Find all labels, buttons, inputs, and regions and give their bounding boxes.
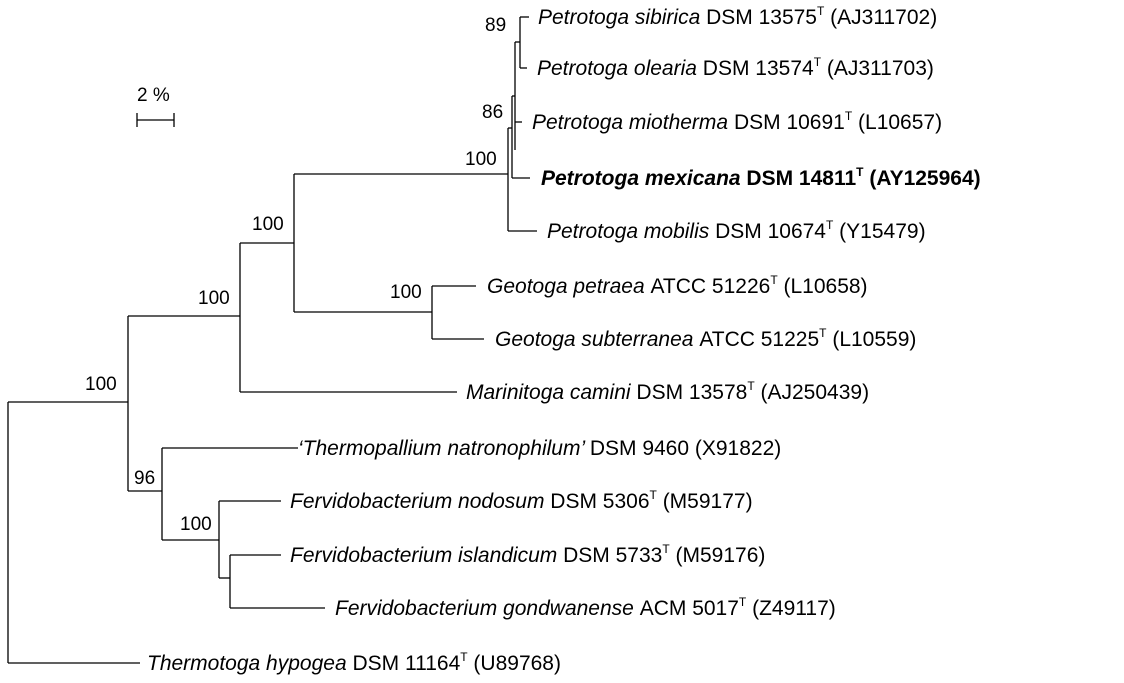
- leaf-label: Petrotoga miotherma DSM 10691T (L10657): [532, 109, 942, 134]
- bootstrap-value: 86: [482, 102, 503, 123]
- bootstrap-value: 100: [85, 374, 117, 395]
- bootstrap-values: 89 86 100 100 100 100 100 96 100: [85, 15, 506, 535]
- leaf-label: Petrotoga mobilis DSM 10674T (Y15479): [547, 218, 926, 243]
- bootstrap-value: 96: [134, 468, 155, 489]
- leaf-label: Fervidobacterium islandicum DSM 5733T (M…: [290, 542, 765, 567]
- leaf-label: Fervidobacterium gondwanense ACM 5017T (…: [335, 595, 836, 620]
- leaf-labels: Petrotoga sibirica DSM 13575T (AJ311702)…: [147, 4, 981, 675]
- leaf-label: Marinitoga camini DSM 13578T (AJ250439): [466, 379, 869, 404]
- leaf-label: Thermotoga hypogea DSM 11164T (U89768): [147, 650, 561, 675]
- bootstrap-value: 100: [465, 149, 497, 170]
- leaf-label: Petrotoga mexicana DSM 14811T (AY125964): [541, 165, 981, 190]
- scale-bar-label: 2 %: [137, 85, 170, 106]
- leaf-label: Geotoga subterranea ATCC 51225T (L10559): [495, 326, 916, 351]
- bootstrap-value: 100: [252, 214, 284, 235]
- leaf-label: Petrotoga olearia DSM 13574T (AJ311703): [537, 55, 934, 80]
- bootstrap-value: 89: [485, 15, 506, 36]
- bootstrap-value: 100: [198, 288, 230, 309]
- leaf-label: Geotoga petraea ATCC 51226T (L10658): [487, 273, 868, 298]
- bootstrap-value: 100: [180, 514, 212, 535]
- leaf-label: Fervidobacterium nodosum DSM 5306T (M591…: [290, 488, 753, 513]
- bootstrap-value: 100: [390, 282, 422, 303]
- leaf-label: ‘Thermopallium natronophilum’ DSM 9460 (…: [298, 437, 781, 460]
- tree-branches: [7, 16, 537, 664]
- leaf-label: Petrotoga sibirica DSM 13575T (AJ311702): [538, 4, 937, 29]
- scale-bar: 2 %: [136, 85, 175, 127]
